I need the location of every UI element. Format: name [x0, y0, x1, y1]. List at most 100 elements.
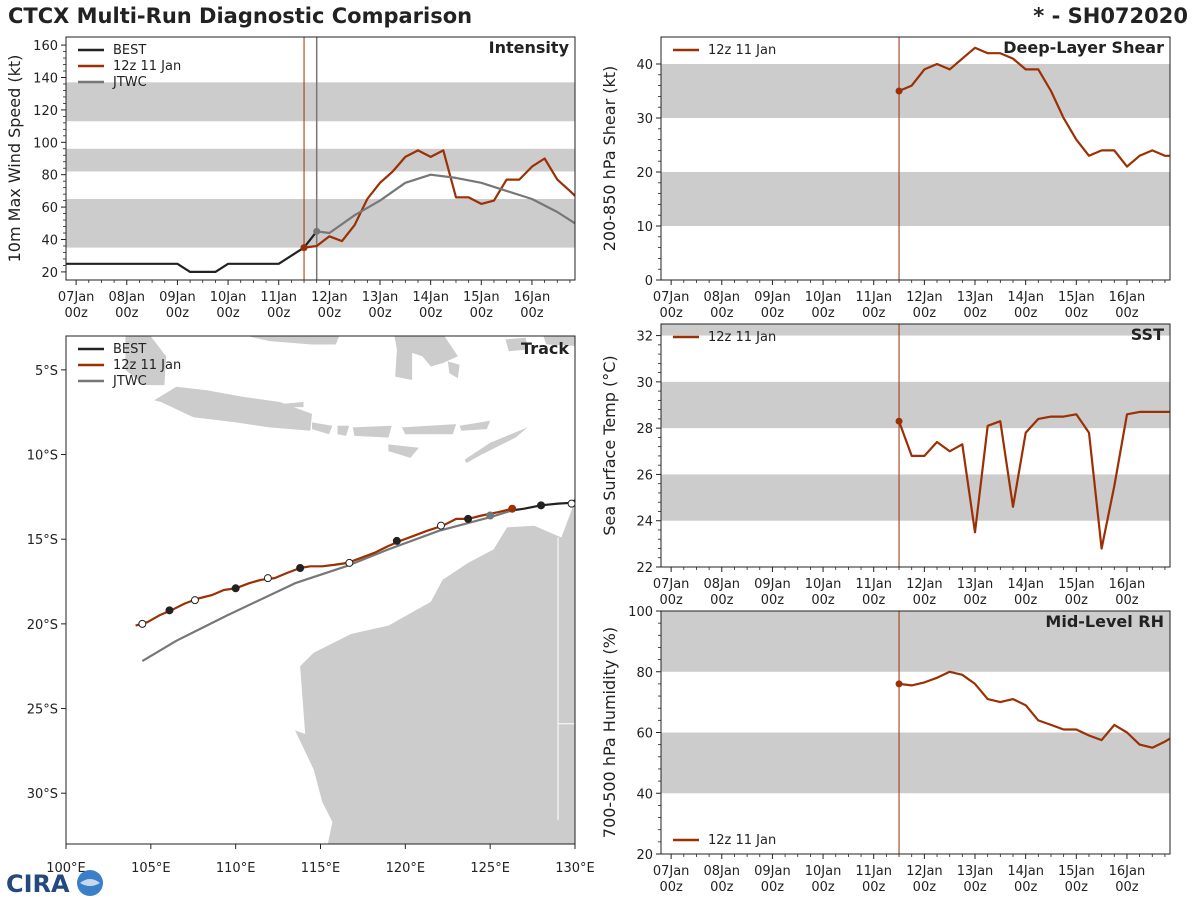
shear-xtick-label-day: 14Jan: [1007, 290, 1044, 305]
track-marker: [296, 563, 305, 572]
intensity-xtick-label-day: 14Jan: [412, 290, 449, 305]
track-frame: [65, 335, 576, 845]
rh-legend-label: 12z 11 Jan: [708, 833, 776, 848]
shear-xtick-label-day: 07Jan: [653, 290, 690, 305]
intensity-series-line: [316, 173, 575, 235]
intensity-xtick-label-day: 07Jan: [58, 290, 95, 305]
sumbawa-land: [352, 425, 392, 438]
sst-xtick-label-day: 10Jan: [805, 577, 842, 592]
rh-xtick-label-hour: 00z: [811, 880, 835, 895]
sst-xtick-label-hour: 00z: [761, 593, 785, 608]
sst-xtick-label-hour: 00z: [811, 593, 835, 608]
rh-xtick-label-hour: 00z: [710, 880, 734, 895]
intensity-series-line: [66, 230, 318, 273]
sst-marker: [895, 417, 903, 425]
rh-ylabel: 700-500 hPa Humidity (%): [600, 627, 619, 838]
rh-marker: [895, 680, 903, 688]
track-ytick-label: 30°S: [27, 787, 58, 802]
track-marker: [345, 558, 354, 567]
track-ytick-label: 20°S: [27, 618, 58, 633]
flores-land: [401, 424, 457, 435]
rh-xtick-label-hour: 00z: [963, 880, 987, 895]
australia-land: [295, 501, 575, 844]
intensity-title: Intensity: [489, 38, 570, 57]
intensity-legend-label: JTWC: [112, 75, 147, 90]
rh-xtick-label-hour: 00z: [1065, 880, 1089, 895]
shear-xtick-label-hour: 00z: [761, 306, 785, 321]
sst-xtick-label-day: 09Jan: [754, 577, 791, 592]
borneo-land: [246, 336, 340, 345]
rh-xtick-label-day: 09Jan: [754, 864, 791, 879]
shear-xtick-label-hour: 00z: [710, 306, 734, 321]
lombok-land: [337, 425, 350, 436]
shear-title: Deep-Layer Shear: [1003, 38, 1164, 57]
shear-xtick-label-day: 12Jan: [906, 290, 943, 305]
track-marker: [464, 514, 473, 523]
rh-ytick-label: 80: [636, 666, 653, 681]
shear-series-line: [898, 46, 1170, 168]
track-ytick-label: 10°S: [27, 449, 58, 464]
sst-xtick-label-day: 13Jan: [957, 577, 994, 592]
seram-land: [543, 336, 575, 346]
shear-xtick-label-day: 13Jan: [957, 290, 994, 305]
shear-xtick-label-day: 16Jan: [1109, 290, 1146, 305]
sulawesi-land: [394, 336, 458, 380]
sst-legend: 12z 11 Jan: [673, 330, 776, 345]
land-group: [125, 336, 575, 844]
track-xtick-label: 100°E: [46, 861, 86, 876]
intensity-xtick-label-hour: 00z: [419, 306, 443, 321]
rh-xtick-label-day: 10Jan: [805, 864, 842, 879]
sst-ytick-label: 22: [636, 561, 653, 576]
track-legend-label: JTWC: [112, 374, 147, 389]
intensity-legend-label: 12z 11 Jan: [113, 59, 181, 74]
shear-xtick-label-day: 11Jan: [855, 290, 892, 305]
rh-series-group: [898, 670, 1170, 749]
chart-title: CTCX Multi-Run Diagnostic Comparison: [8, 4, 473, 28]
track-legend-label: 12z 11 Jan: [113, 358, 181, 373]
intensity-xtick-label-hour: 00z: [216, 306, 240, 321]
sst-legend-label: 12z 11 Jan: [708, 330, 776, 345]
intensity-band: [66, 148, 575, 172]
shear-ylabel: 200-850 hPa Shear (kt): [600, 66, 619, 252]
rh-xtick-label-hour: 00z: [1115, 880, 1139, 895]
rh-xtick-label-day: 07Jan: [653, 864, 690, 879]
shear-xtick-label-hour: 00z: [963, 306, 987, 321]
intensity-ytick-label: 40: [41, 234, 58, 249]
rh-xtick-label-hour: 00z: [913, 880, 937, 895]
sst-xtick-label-day: 07Jan: [653, 577, 690, 592]
rh-band: [661, 732, 1170, 794]
intensity-series-group: [66, 149, 575, 273]
intensity-ytick-label: 100: [33, 136, 58, 151]
intensity-xtick-label-day: 10Jan: [210, 290, 247, 305]
rh-panel: 2040608010007Jan00z08Jan00z09Jan00z10Jan…: [600, 605, 1171, 895]
intensity-xtick-label-day: 09Jan: [159, 290, 196, 305]
sst-xtick-label-hour: 00z: [710, 593, 734, 608]
shear-xtick-label-day: 08Jan: [703, 290, 740, 305]
intensity-xtick-label-day: 15Jan: [463, 290, 500, 305]
rh-xtick-label-hour: 00z: [761, 880, 785, 895]
sst-xtick-label-hour: 00z: [1014, 593, 1038, 608]
rh-xtick-label-day: 13Jan: [957, 864, 994, 879]
cira-logo-text: CIRA: [6, 870, 70, 898]
intensity-panel: 2040608010012014016007Jan00z08Jan00z09Ja…: [5, 36, 576, 321]
track-legend-label: BEST: [113, 342, 146, 357]
sst-ylabel: Sea Surface Temp (°C): [600, 355, 619, 535]
rh-title: Mid-Level RH: [1045, 612, 1164, 631]
rh-xtick-label-day: 16Jan: [1109, 864, 1146, 879]
intensity-series-line: [303, 149, 575, 249]
sst-xtick-label-hour: 00z: [659, 593, 683, 608]
java-land: [154, 386, 312, 431]
shear-legend-label: 12z 11 Jan: [708, 43, 776, 58]
rh-xtick-label-day: 08Jan: [703, 864, 740, 879]
intensity-band: [66, 82, 575, 122]
cira-logo: CIRA: [6, 870, 103, 898]
shear-ytick-label: 0: [645, 274, 653, 289]
track-marker: [190, 596, 199, 605]
intensity-marker: [300, 244, 308, 252]
sst-frame: [660, 323, 1171, 568]
rh-ytick-label: 60: [636, 727, 653, 742]
sst-xtick-label-day: 14Jan: [1007, 577, 1044, 592]
sst-panel: 22242628303207Jan00z08Jan00z09Jan00z10Ja…: [600, 323, 1171, 608]
